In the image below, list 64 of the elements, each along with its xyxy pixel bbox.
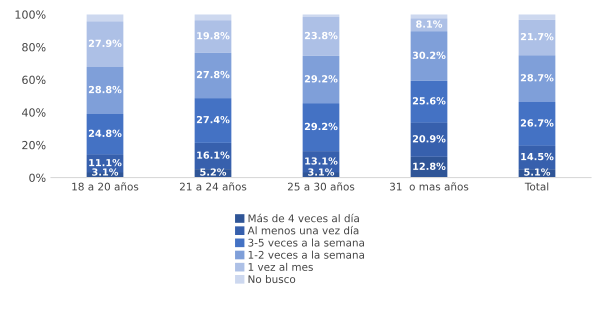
data-label: 5.1% bbox=[524, 168, 550, 176]
bar bbox=[518, 55, 556, 102]
data-label: 27.9% bbox=[88, 40, 122, 48]
x-tick-label: 18 a 20 años bbox=[72, 182, 138, 191]
bar bbox=[518, 146, 556, 170]
data-label: 28.7% bbox=[520, 74, 554, 82]
bar bbox=[302, 56, 340, 104]
data-label: 29.2% bbox=[304, 75, 338, 82]
legend-label: 3-5 veces a la semana bbox=[248, 238, 364, 247]
data-label: 13.1% bbox=[305, 157, 338, 165]
data-label: 29.2% bbox=[304, 122, 338, 130]
data-label: 25.6% bbox=[412, 97, 446, 105]
data-label: 19.8% bbox=[197, 32, 230, 40]
y-tick-label: 40% bbox=[22, 108, 46, 117]
data-label: 20.9% bbox=[412, 135, 446, 142]
data-label: 14.5% bbox=[521, 152, 554, 160]
data-label: 8.1% bbox=[416, 20, 442, 28]
data-label: 28.8% bbox=[88, 86, 122, 94]
legend-label: 1-2 veces a la semana bbox=[248, 250, 364, 259]
y-tick-label: 20% bbox=[22, 140, 46, 150]
data-label: 11.1% bbox=[89, 158, 122, 166]
bar bbox=[86, 66, 124, 114]
data-label: 5.2% bbox=[200, 168, 226, 176]
bar bbox=[194, 142, 232, 170]
data-label: 3.1% bbox=[308, 168, 334, 176]
data-label: 12.8% bbox=[413, 162, 446, 170]
x-tick-label: Total bbox=[524, 182, 548, 191]
legend-label: Más de 4 veces al día bbox=[248, 214, 359, 222]
bar bbox=[518, 20, 556, 56]
data-label: 30.2% bbox=[412, 52, 446, 59]
data-label: 27.4% bbox=[196, 116, 230, 124]
bar bbox=[86, 114, 124, 154]
legend-label: 1 vez al mes bbox=[248, 262, 313, 271]
x-tick-label: 31 o mas años bbox=[390, 182, 468, 191]
legend-label: Al menos una vez día bbox=[248, 226, 358, 234]
bar bbox=[302, 104, 340, 152]
bar bbox=[518, 14, 556, 20]
bar bbox=[194, 98, 232, 143]
y-tick-label: 0% bbox=[29, 174, 46, 182]
bar bbox=[194, 14, 232, 20]
data-label: 23.8% bbox=[304, 32, 338, 40]
y-tick-label: 100% bbox=[16, 10, 46, 19]
bar bbox=[302, 17, 340, 56]
data-label: 3.1% bbox=[92, 168, 118, 176]
bar bbox=[302, 14, 340, 18]
bar bbox=[86, 21, 124, 67]
data-label: 27.8% bbox=[196, 70, 230, 78]
data-label: 16.1% bbox=[197, 151, 230, 159]
bar bbox=[410, 122, 448, 157]
y-tick-label: 60% bbox=[22, 76, 46, 84]
data-label: 21.7% bbox=[520, 32, 554, 40]
data-label: 26.7% bbox=[520, 119, 554, 127]
x-tick-label: 21 a 24 años bbox=[180, 182, 246, 191]
legend-label: No busco bbox=[248, 275, 296, 284]
bar bbox=[86, 14, 124, 22]
x-tick-label: 25 a 30 años bbox=[288, 182, 354, 191]
y-tick-label: 80% bbox=[22, 43, 46, 52]
data-label: 24.8% bbox=[88, 130, 122, 138]
bar bbox=[194, 20, 232, 53]
bar bbox=[194, 52, 232, 98]
bar bbox=[410, 32, 448, 81]
bar bbox=[410, 80, 448, 123]
bar bbox=[410, 14, 448, 18]
bar bbox=[518, 102, 556, 146]
